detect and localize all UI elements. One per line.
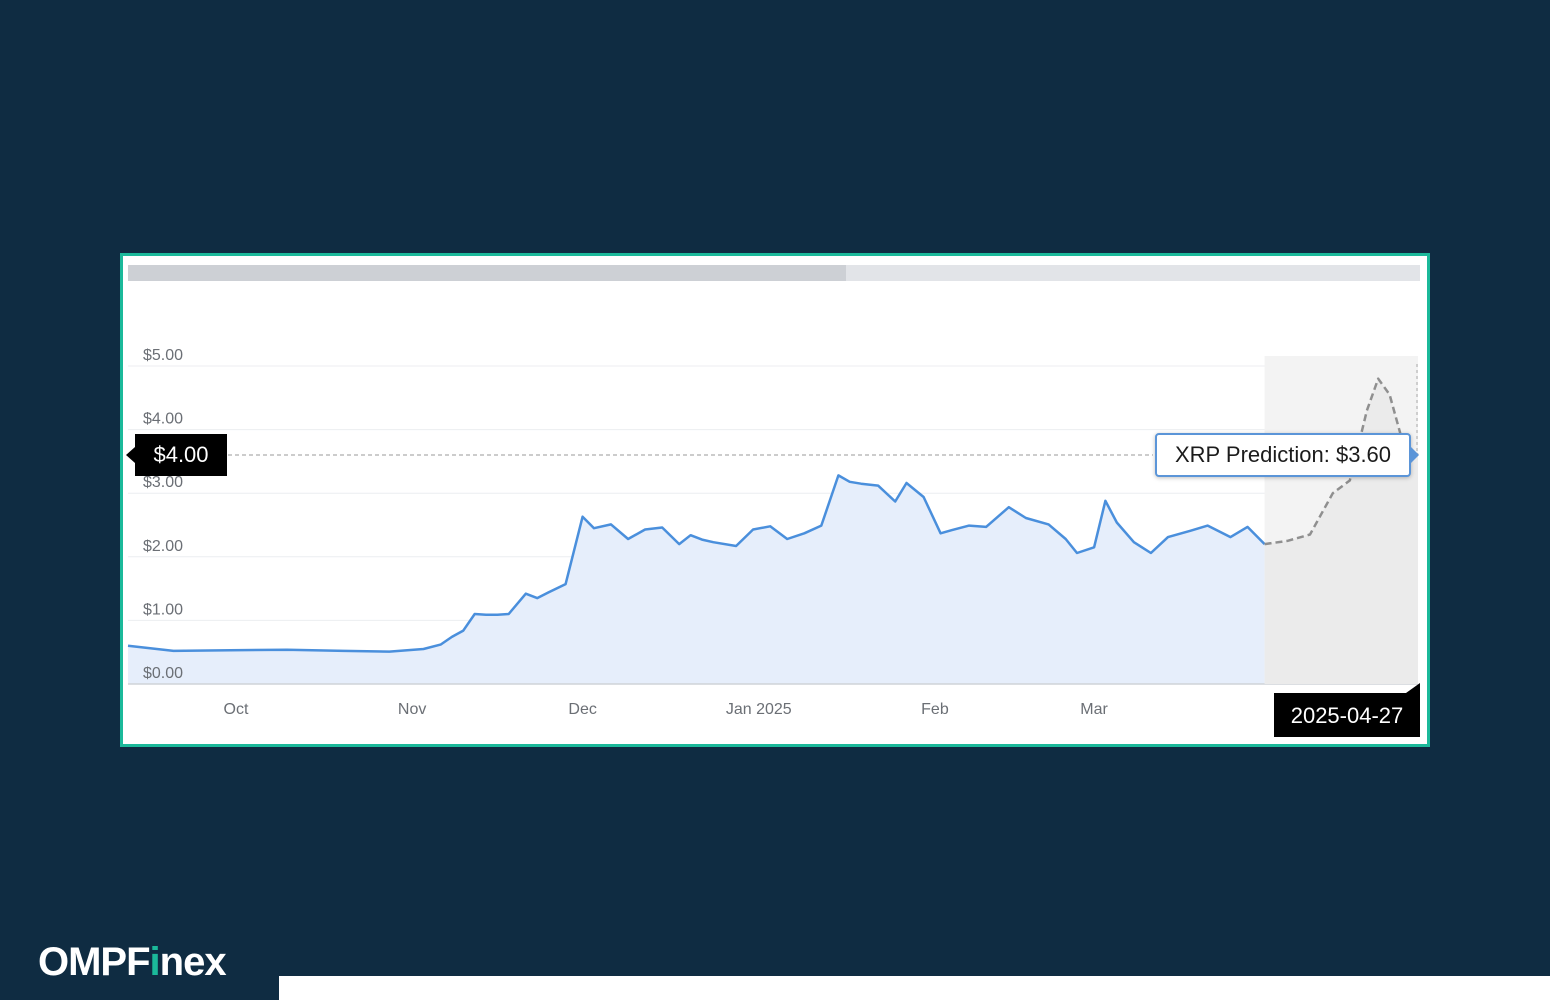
price-area-fill [128,475,1265,684]
y-tick-label: $1.00 [143,601,183,618]
price-chart: $0.00$1.00$2.00$3.00$4.00$5.00 Oct Nov Dec… [127,347,1419,718]
x-tick-label: Oct [224,701,249,718]
prediction-tooltip: XRP Prediction: $3.60 [1155,433,1411,477]
x-tick-label: Feb [921,701,949,718]
y-tick-label: $2.00 [143,538,183,555]
price-line [127,474,1266,653]
y-tick-label: $5.00 [143,347,183,364]
crosshair-price-tag: $4.00 [135,434,227,476]
date-tag-corner [1406,683,1420,693]
range-scrollbar[interactable] [128,265,1420,281]
y-axis-ticks: $0.00 $1.00 $2.00 $3.00 $4.00 $5.00 [143,347,183,682]
range-scrollbar-thumb[interactable] [128,265,846,281]
footer-bar [279,976,1550,1000]
brand-logo: OMPFinex [38,940,227,985]
x-tick-label: Mar [1080,701,1108,718]
price-tag-pointer [126,447,135,463]
crosshair-date-tag: 2025-04-27 [1274,693,1420,737]
chart-frame: $0.00 $1.00 $2.00 $3.00 $4.00 $5.00 Oct Nov Dec… [120,253,1430,747]
brand-accent: i [149,940,161,984]
y-tick-label: $4.00 [143,411,183,428]
x-tick-label: Nov [398,701,426,718]
brand-suffix: nex [159,940,227,984]
prediction-tooltip-pointer [1411,447,1419,463]
y-tick-label: $3.00 [143,474,183,491]
y-tick-label: $0.00 [143,665,183,682]
x-axis-ticks: Oct Nov Dec Jan 2025 Feb Mar [224,701,1109,718]
x-tick-label: Jan 2025 [726,701,792,718]
brand-prefix: OMPF [38,940,151,984]
x-tick-label: Dec [568,701,596,718]
